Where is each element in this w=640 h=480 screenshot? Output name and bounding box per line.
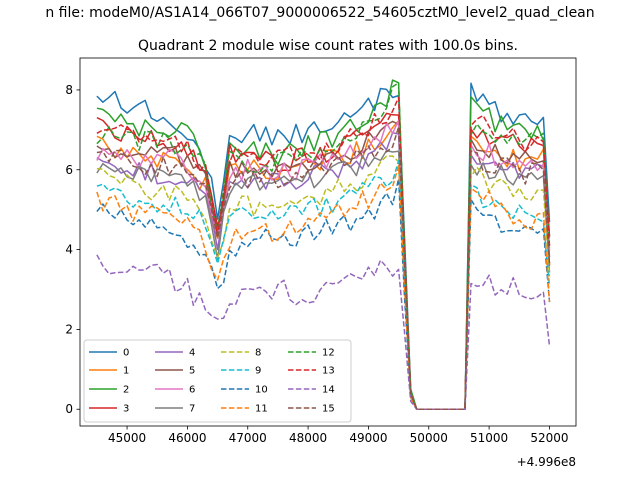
legend-label-7: 7 bbox=[189, 404, 195, 415]
legend-label-14: 14 bbox=[322, 385, 335, 396]
y-axis: 0 2 4 6 8 bbox=[65, 83, 80, 416]
series-line-12 bbox=[96, 82, 551, 410]
legend-label-6: 6 bbox=[189, 385, 195, 396]
legend-item-14: 14 bbox=[288, 385, 335, 396]
legend-item-15: 15 bbox=[288, 404, 335, 415]
legend-item-8: 8 bbox=[221, 348, 261, 359]
legend-label-3: 3 bbox=[123, 404, 129, 415]
legend-item-5: 5 bbox=[155, 366, 195, 377]
series-line-2 bbox=[96, 79, 551, 410]
figure-suptitle: n file: modeM0/AS1A14_066T07_9000006522_… bbox=[45, 5, 594, 21]
legend-item-10: 10 bbox=[221, 385, 268, 396]
series-line-5 bbox=[96, 120, 551, 410]
x-tick-label: 45000 bbox=[108, 431, 146, 445]
legend-item-4: 4 bbox=[155, 348, 195, 359]
y-tick-label: 0 bbox=[65, 402, 73, 416]
legend-label-4: 4 bbox=[189, 348, 195, 359]
legend-label-2: 2 bbox=[123, 385, 129, 396]
legend-item-2: 2 bbox=[89, 385, 129, 396]
y-tick-label: 2 bbox=[65, 322, 73, 336]
legend-item-1: 1 bbox=[89, 366, 129, 377]
chart-title: Quadrant 2 module wise count rates with … bbox=[138, 38, 518, 54]
series-line-4 bbox=[96, 131, 551, 410]
series-line-14 bbox=[96, 254, 551, 410]
legend-label-1: 1 bbox=[123, 366, 129, 377]
x-tick-label: 46000 bbox=[168, 431, 206, 445]
legend-label-5: 5 bbox=[189, 366, 195, 377]
legend-item-11: 11 bbox=[221, 404, 268, 415]
legend-label-8: 8 bbox=[255, 348, 261, 359]
x-axis: 45000 46000 47000 48000 49000 50000 51000 52000 bbox=[108, 426, 569, 445]
series-line-13 bbox=[96, 96, 551, 410]
x-tick-label: 50000 bbox=[410, 431, 448, 445]
series-line-6 bbox=[96, 119, 551, 410]
legend-item-6: 6 bbox=[155, 385, 195, 396]
legend-label-9: 9 bbox=[255, 366, 261, 377]
legend-item-0: 0 bbox=[89, 348, 129, 359]
legend-item-7: 7 bbox=[155, 404, 195, 415]
series-line-10 bbox=[96, 178, 551, 410]
y-tick-label: 4 bbox=[65, 243, 73, 257]
x-tick-label: 52000 bbox=[530, 431, 568, 445]
legend-label-0: 0 bbox=[123, 348, 129, 359]
series-line-3 bbox=[96, 112, 551, 410]
legend-item-13: 13 bbox=[288, 366, 335, 377]
x-tick-label: 47000 bbox=[229, 431, 267, 445]
legend-label-11: 11 bbox=[255, 404, 268, 415]
series-line-0 bbox=[96, 82, 551, 410]
legend-label-10: 10 bbox=[255, 385, 268, 396]
axes-frame bbox=[79, 57, 577, 427]
plot-area: 45000 46000 47000 48000 49000 50000 51000 52000… bbox=[65, 57, 577, 469]
x-tick-label: 48000 bbox=[289, 431, 327, 445]
series-line-8 bbox=[96, 155, 551, 410]
legend-label-15: 15 bbox=[322, 404, 335, 415]
x-offset-label: +4.996e8 bbox=[517, 455, 576, 469]
x-tick-label: 51000 bbox=[470, 431, 508, 445]
legend-label-12: 12 bbox=[322, 348, 335, 359]
y-tick-label: 8 bbox=[65, 83, 73, 97]
legend-item-9: 9 bbox=[221, 366, 261, 377]
y-tick-label: 6 bbox=[65, 163, 73, 177]
legend-frame bbox=[83, 339, 352, 423]
series-layer bbox=[96, 79, 551, 410]
legend-label-13: 13 bbox=[322, 366, 335, 377]
series-line-9 bbox=[96, 159, 551, 410]
legend-item-12: 12 bbox=[288, 348, 335, 359]
legend-item-3: 3 bbox=[89, 404, 129, 415]
x-tick-label: 49000 bbox=[349, 431, 387, 445]
series-line-15 bbox=[96, 126, 551, 410]
series-line-11 bbox=[96, 165, 551, 410]
